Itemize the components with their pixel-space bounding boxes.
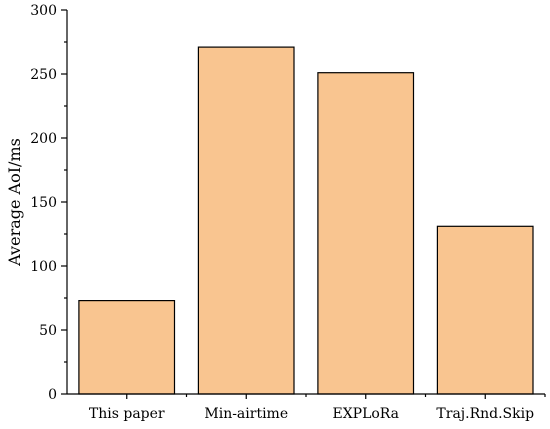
x-ticks-group: This paper Min-airtime EXPLoRa Traj.Rnd.Ski… bbox=[89, 394, 546, 422]
y-axis-title: Average AoI/ms bbox=[5, 138, 24, 267]
bar-this-paper bbox=[78, 300, 176, 395]
x-tick-label: Min-airtime bbox=[204, 406, 288, 422]
bars-group bbox=[78, 46, 534, 395]
y-tick-label: 0 bbox=[48, 387, 57, 403]
y-tick-label: 150 bbox=[30, 195, 57, 211]
y-tick-label: 50 bbox=[39, 323, 57, 339]
x-tick-label: EXPLoRa bbox=[332, 406, 399, 422]
bar-min-airtime bbox=[197, 46, 295, 395]
bar-explora bbox=[317, 72, 415, 395]
y-tick-label: 100 bbox=[30, 259, 57, 275]
y-ticks-group: 0 50 100 150 200 250 300 bbox=[30, 3, 67, 403]
y-tick-label: 200 bbox=[30, 131, 57, 147]
bar-traj-rnd-skip bbox=[436, 225, 534, 395]
y-tick-label: 300 bbox=[30, 3, 57, 19]
x-tick-label: Traj.Rnd.Skip bbox=[436, 406, 534, 422]
y-tick-label: 250 bbox=[30, 67, 57, 83]
x-tick-label: This paper bbox=[89, 406, 165, 422]
